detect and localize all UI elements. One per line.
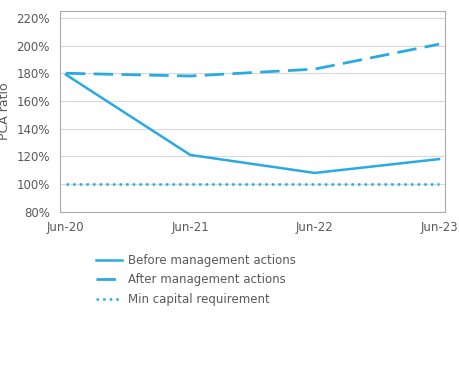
Min capital requirement [436, 182, 442, 186]
Min capital requirement [63, 182, 69, 186]
Min capital requirement [312, 182, 317, 186]
Line: Before management actions: Before management actions [66, 74, 439, 173]
After management actions [63, 71, 69, 76]
Y-axis label: PCA ratio: PCA ratio [0, 82, 11, 140]
Before management actions [63, 72, 69, 77]
After management actions [436, 42, 442, 46]
Before management actions [188, 153, 193, 157]
Line: After management actions: After management actions [66, 44, 439, 76]
Before management actions [312, 171, 317, 175]
Before management actions [436, 157, 442, 161]
Legend: Before management actions, After management actions, Min capital requirement: Before management actions, After managem… [96, 254, 296, 306]
Min capital requirement [188, 182, 193, 186]
After management actions [188, 74, 193, 78]
After management actions [312, 67, 317, 71]
